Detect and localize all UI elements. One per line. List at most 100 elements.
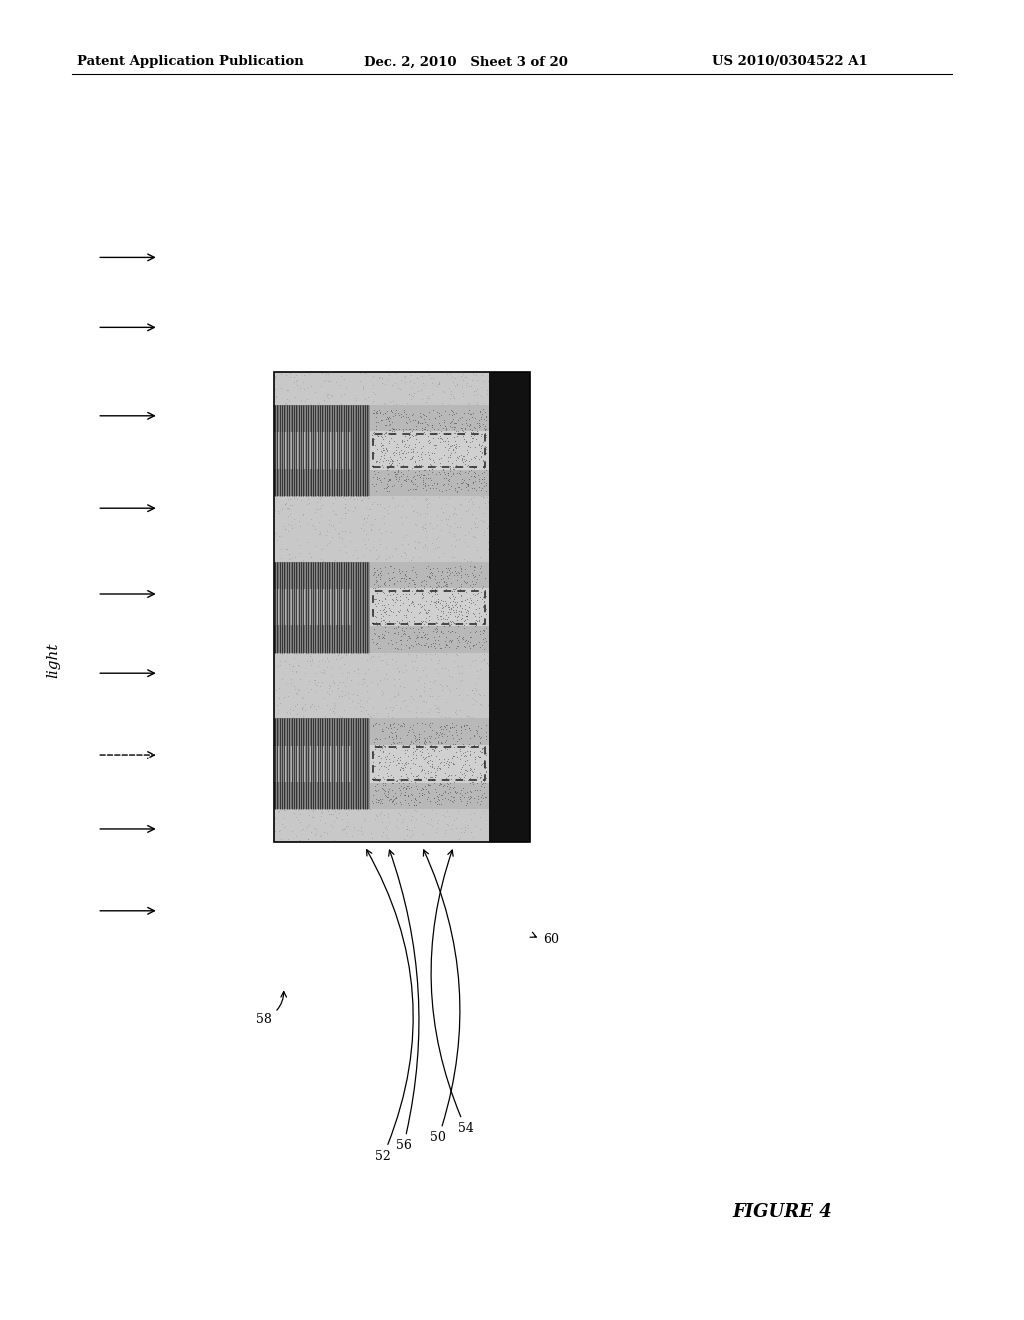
Point [465,458,481,479]
Point [440,706,457,727]
Point [465,565,481,586]
Point [462,741,478,762]
Point [457,598,473,619]
Point [397,544,414,565]
Point [371,451,387,473]
Point [472,546,488,568]
Point [435,776,452,797]
Point [475,595,492,616]
Point [322,531,338,552]
Point [451,528,467,549]
Point [399,776,416,797]
Point [399,818,416,840]
Point [417,737,433,758]
Point [413,744,429,766]
Point [406,618,422,639]
Point [461,768,477,789]
Point [373,564,389,585]
Point [376,506,392,527]
Point [457,421,473,442]
Point [386,430,402,451]
Point [285,656,301,677]
Point [434,392,451,413]
Point [445,578,462,599]
Point [319,657,336,678]
Point [389,638,406,659]
Point [428,615,444,636]
Point [445,602,462,623]
Point [439,756,456,777]
Point [360,688,377,709]
Point [462,587,478,609]
Point [391,442,408,463]
Point [407,741,423,762]
Point [404,591,421,612]
Point [476,684,493,705]
Point [421,714,437,735]
Point [467,573,483,594]
Point [318,681,335,702]
Point [407,582,423,603]
Point [424,719,440,741]
Point [420,474,436,495]
Point [467,611,483,632]
Point [471,496,487,517]
Point [385,696,401,717]
Point [375,772,391,793]
Point [470,465,486,486]
Point [285,700,301,721]
Point [321,370,337,391]
Point [423,755,439,776]
Point [403,449,420,470]
Point [446,442,463,463]
Point [428,746,444,767]
Point [371,734,387,755]
Point [319,651,336,672]
Point [456,614,472,635]
Point [413,463,429,484]
Point [417,488,433,510]
Point [472,684,488,705]
Point [276,800,293,821]
Point [368,473,384,494]
Point [387,463,403,484]
Point [423,648,439,669]
Point [365,430,381,451]
Point [397,635,414,656]
Point [444,715,461,737]
Point [391,758,408,779]
Point [421,713,437,734]
Point [454,756,470,777]
Point [393,560,410,581]
Point [401,568,418,589]
Point [308,822,325,843]
Point [413,755,429,776]
Point [377,784,393,805]
Point [378,438,394,459]
Point [458,366,474,387]
Point [442,455,459,477]
Point [421,566,437,587]
Point [368,589,384,610]
Point [351,362,368,383]
Point [365,696,381,717]
Point [443,412,460,433]
Point [385,686,401,708]
Point [396,433,413,454]
Point [438,428,455,449]
Point [372,669,388,690]
Point [403,809,420,830]
Point [402,789,419,810]
Point [395,430,412,451]
Point [436,574,453,595]
Point [391,750,408,771]
Point [368,792,384,813]
Point [444,754,461,775]
Point [357,496,374,517]
Point [289,375,305,396]
Point [459,781,475,803]
Point [324,708,340,729]
Point [408,418,424,440]
Point [395,777,412,799]
Point [390,561,407,582]
